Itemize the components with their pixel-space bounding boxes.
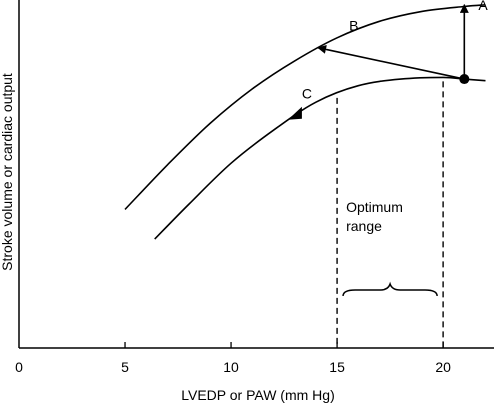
operating-point: [459, 74, 470, 85]
x-tick-label: 10: [223, 359, 239, 375]
x-tick-label: 20: [435, 359, 451, 375]
axes: [18, 0, 494, 349]
x-tick-label: 0: [15, 359, 23, 375]
optimum-range: Optimum range: [336, 81, 444, 348]
x-axis-title: LVEDP or PAW (mm Hg): [181, 387, 335, 403]
arrow-c-head: [287, 106, 302, 120]
range-brace: [342, 281, 438, 297]
label-b: B: [349, 17, 358, 33]
annotations: A B C: [287, 0, 488, 120]
label-a: A: [478, 0, 488, 13]
x-tick-label: 5: [121, 359, 129, 375]
x-tick-label: 15: [329, 359, 345, 375]
optimum-range-label: range: [346, 218, 382, 234]
lower-curve: [154, 76, 486, 240]
arrow-b: [317, 44, 465, 80]
label-c: C: [302, 86, 312, 102]
curves: [124, 4, 486, 240]
x-ticks: 0 5 10 15 20: [15, 342, 451, 375]
y-axis-title: Stroke volume or cardiac output: [0, 73, 15, 271]
upper-curve: [124, 4, 486, 210]
optimum-range-label: Optimum: [346, 199, 403, 215]
